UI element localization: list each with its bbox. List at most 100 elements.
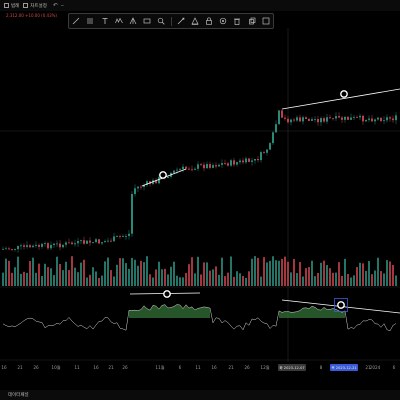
volume-bar [383, 273, 385, 286]
volume-bar [62, 270, 64, 286]
lock-icon[interactable] [204, 16, 214, 26]
volume-bar [197, 256, 199, 286]
candle-body [296, 117, 298, 121]
triangle-icon[interactable] [190, 16, 200, 26]
candle-body [383, 120, 385, 122]
candle-body [263, 152, 265, 153]
volume-bar [227, 272, 229, 286]
candle-body [110, 240, 112, 242]
visibility-icon[interactable] [218, 16, 228, 26]
trend-line-icon[interactable] [71, 16, 81, 26]
legend-menu[interactable]: 범례 [4, 3, 19, 9]
candle-body [107, 240, 109, 242]
candle-body [38, 244, 40, 247]
candle-body [59, 243, 61, 248]
candle-body [179, 168, 181, 170]
candle-body [17, 245, 19, 250]
volume-bar [146, 256, 148, 286]
redo-icon[interactable]: – [60, 2, 64, 9]
candle-body [365, 119, 367, 122]
volume-bar [101, 275, 103, 286]
chart-settings-menu[interactable]: 차트설정 [23, 3, 47, 9]
volume-bar [302, 276, 304, 286]
price-chart[interactable]: 16212610월1116212611월61116212612월58131821… [0, 28, 400, 390]
volume-bar [89, 274, 91, 286]
candle-body [215, 165, 217, 167]
candle-body [347, 116, 349, 120]
volume-bar [224, 276, 226, 286]
time-axis-label: 8 [320, 365, 323, 370]
candle-body [29, 245, 31, 248]
volume-bar [92, 267, 94, 286]
volume-bar [11, 272, 13, 286]
candle-body [14, 249, 16, 250]
volume-bar [140, 260, 142, 286]
candle-body [362, 115, 364, 122]
candle-body [239, 160, 241, 163]
candle-body [197, 164, 199, 169]
candle-body [266, 149, 268, 153]
volume-bar [245, 277, 247, 286]
volume-bar [80, 262, 82, 286]
candle-body [323, 118, 325, 122]
candle-body [224, 163, 226, 164]
pitchfork-icon[interactable] [128, 16, 138, 26]
measure-icon[interactable] [142, 16, 152, 26]
candle-body [23, 245, 25, 247]
candle-body [185, 166, 187, 169]
volume-bar [332, 272, 334, 286]
volume-bar [122, 258, 124, 286]
volume-bar [308, 267, 310, 286]
volume-bar [320, 262, 322, 286]
more-icon[interactable] [261, 16, 271, 26]
drawing-objects[interactable] [129, 88, 400, 314]
indicator-trendline-1-handle [163, 290, 171, 298]
zoom-icon[interactable] [156, 16, 166, 26]
volume-bar [35, 272, 37, 286]
candle-body [392, 118, 394, 121]
volume-bar [98, 277, 100, 286]
volume-bar [71, 256, 73, 286]
candle-body [389, 117, 391, 119]
time-axis-label: 16 [1, 365, 7, 370]
candle-body [203, 164, 205, 169]
time-badge [278, 364, 306, 371]
volume-bar [41, 276, 43, 286]
candle-body [200, 164, 202, 166]
copy-icon[interactable] [247, 16, 257, 26]
volume-bar [209, 270, 211, 286]
volume-bar [65, 261, 67, 286]
volume-bar [293, 258, 295, 286]
trash-icon[interactable] [232, 16, 242, 26]
brush-icon[interactable] [176, 16, 186, 26]
candle-body [74, 243, 76, 245]
candle-body [353, 117, 355, 118]
candle-body [371, 118, 373, 122]
undo-icon[interactable]: ↶ [52, 2, 58, 9]
volume-bar [359, 262, 361, 286]
elliott-wave-icon[interactable] [114, 16, 124, 26]
candle-body [236, 162, 238, 165]
volume-bar [152, 277, 154, 286]
candle-body [122, 236, 124, 237]
candle-body [248, 158, 250, 162]
volume-bar [29, 260, 31, 286]
time-axis-label: 26 [33, 365, 39, 370]
volume-bar [158, 261, 160, 286]
candle-body [173, 170, 175, 173]
volume-bar [26, 272, 28, 286]
candle-body [137, 186, 139, 189]
candle-body [146, 181, 148, 186]
candle-body [293, 119, 295, 121]
data-panel-tab[interactable]: 데이터패널 [8, 393, 29, 398]
candle-body [71, 242, 73, 245]
text-icon[interactable] [100, 16, 110, 26]
volume-bar [368, 261, 370, 286]
candle-body [305, 117, 307, 119]
fib-retracement-icon[interactable] [85, 16, 95, 26]
volume-bar [116, 264, 118, 286]
volume-bar [38, 263, 40, 286]
volume-bar [374, 270, 376, 286]
volume-bar [83, 259, 85, 286]
volume-bar [134, 259, 136, 286]
